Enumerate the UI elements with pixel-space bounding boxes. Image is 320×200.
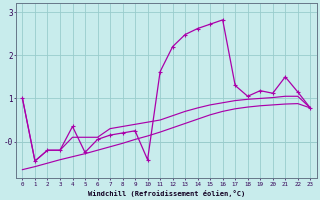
X-axis label: Windchill (Refroidissement éolien,°C): Windchill (Refroidissement éolien,°C) [88,190,245,197]
